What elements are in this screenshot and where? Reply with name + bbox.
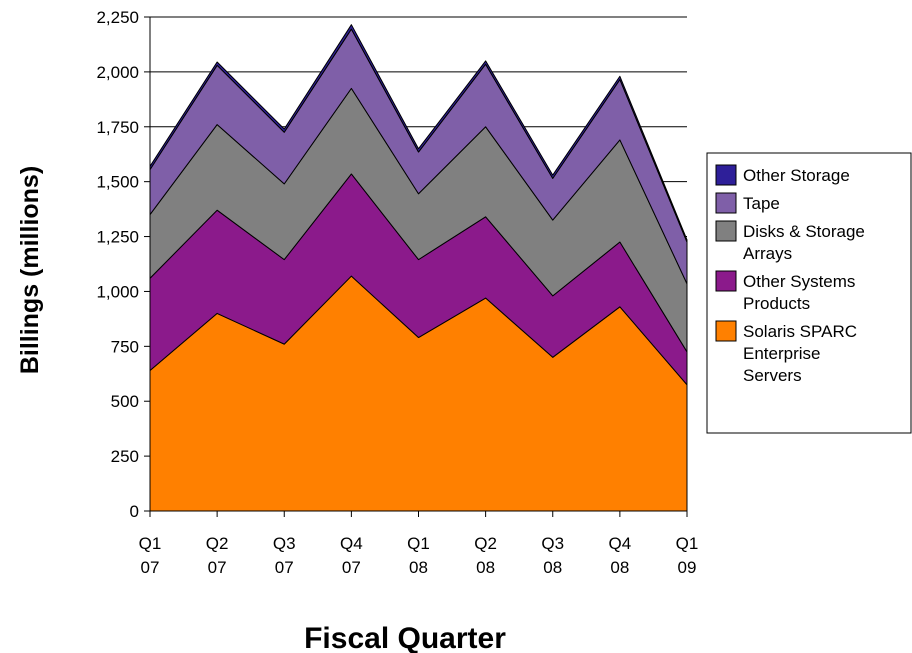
plot-areas xyxy=(149,24,688,512)
x-tick-label: Q3 07 xyxy=(273,534,296,577)
y-tick-label: 750 xyxy=(111,337,139,356)
x-tick-label: Q3 08 xyxy=(541,534,564,577)
x-tick-label: Q1 09 xyxy=(676,534,699,577)
x-tick-label: Q2 08 xyxy=(474,534,497,577)
legend-label-1: Other Systems Products xyxy=(743,272,855,313)
legend-box xyxy=(706,152,912,434)
x-tick-label: Q4 07 xyxy=(340,534,363,577)
x-axis-title: Fiscal Quarter xyxy=(304,622,506,653)
x-tick-labels: Q1 07 Q2 07 Q3 07 Q4 07 Q1 08 Q2 08 Q3 08 Q4 08 Q1 09 xyxy=(139,534,699,577)
legend-swatch-3 xyxy=(715,192,737,214)
x-tick-label: Q1 07 xyxy=(139,534,162,577)
x-tick-label: Q4 08 xyxy=(609,534,632,577)
y-tick-label: 500 xyxy=(111,392,139,411)
axes xyxy=(144,16,688,517)
legend-label-2: Disks & Storage Arrays xyxy=(743,222,865,263)
y-axis-title: Billings (millions) xyxy=(16,166,44,374)
y-tick-label: 2,250 xyxy=(96,8,139,27)
legend-swatch-2 xyxy=(715,220,737,242)
x-tick-label: Q2 07 xyxy=(206,534,229,577)
y-tick-labels: 0 250 500 750 1,000 1,250 1,500 1,750 2,000 2,250 xyxy=(96,8,139,521)
legend-swatch-0 xyxy=(715,320,737,342)
legend-label-4: Other Storage xyxy=(743,166,850,185)
y-tick-label: 250 xyxy=(111,447,139,466)
y-tick-label: 0 xyxy=(130,502,139,521)
y-tick-label: 2,000 xyxy=(96,63,139,82)
y-tick-label: 1,500 xyxy=(96,173,139,192)
y-tick-label: 1,000 xyxy=(96,282,139,301)
y-tick-label: 1,750 xyxy=(96,118,139,137)
legend-label-0: Solaris SPARC Enterprise Servers xyxy=(743,322,857,385)
legend-label-3: Tape xyxy=(743,194,780,213)
legend: Other Storage Tape Disks & Storage Arrays Ot… xyxy=(706,152,912,434)
legend-swatch-1 xyxy=(715,270,737,292)
x-tick-label: Q1 08 xyxy=(407,534,430,577)
y-tick-label: 1,250 xyxy=(96,228,139,247)
area-series-4 xyxy=(149,24,688,243)
legend-swatch-4 xyxy=(715,164,737,186)
